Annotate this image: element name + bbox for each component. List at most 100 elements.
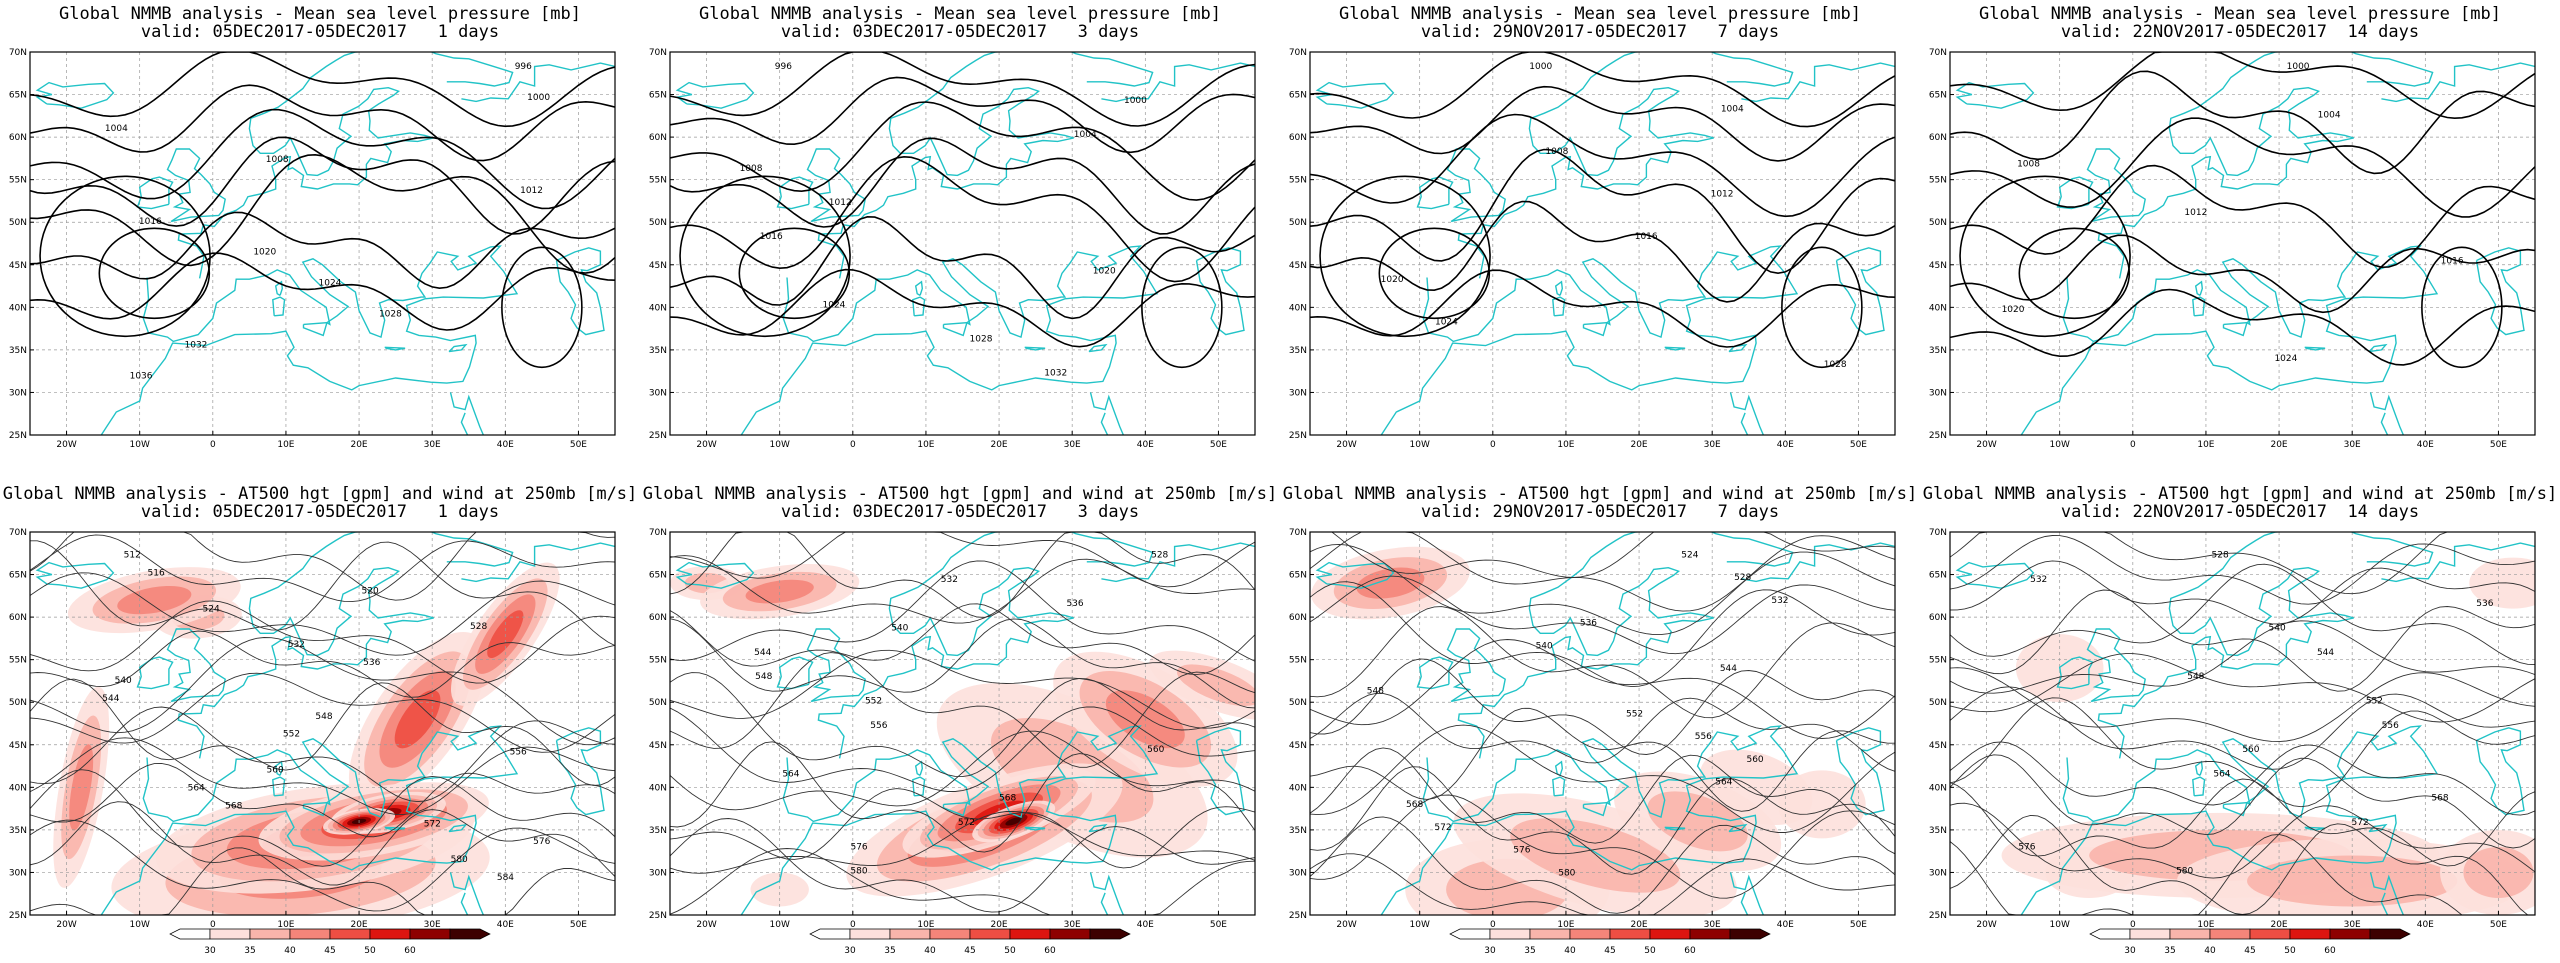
coastline (942, 321, 968, 337)
height-contour (670, 706, 1255, 792)
lon-tick-label: 30E (1064, 920, 1081, 930)
coastline (2020, 725, 2439, 915)
lon-tick-label: 50E (1850, 920, 1867, 930)
colorbar-swatch (2289, 928, 2331, 940)
lat-tick-label: 60N (1289, 133, 1307, 143)
height-label: 536 (1580, 619, 1597, 629)
isobar-label: 1020 (253, 248, 276, 258)
panel-valid-period: valid: 03DEC2017-05DEC2017 3 days (780, 22, 1140, 42)
isobar-label: 1000 (1529, 62, 1552, 72)
lat-tick-label: 25N (9, 911, 27, 921)
map: 1000 1004 1008 1012 1016 1020 1024 70N 65N 60N 55N… (1929, 48, 2536, 450)
coastline (2097, 52, 2354, 279)
panel-valid-period: valid: 22NOV2017-05DEC2017 14 days (2060, 22, 2420, 42)
height-contour (30, 572, 615, 656)
lon-tick-label: 10E (917, 440, 934, 450)
lon-tick-label: 20E (2270, 920, 2287, 930)
coastline (2056, 176, 2094, 210)
lat-tick-label: 35N (649, 346, 667, 356)
coastline (1741, 62, 1895, 103)
isobar (1950, 70, 2535, 175)
map-frame (669, 51, 1256, 436)
height-label: 560 (267, 766, 284, 776)
lat-tick-label: 25N (9, 431, 27, 441)
lat-tick-label: 60N (649, 133, 667, 143)
lat-tick-label: 45N (649, 261, 667, 271)
height-label: 544 (102, 694, 119, 704)
height-label: 584 (497, 873, 514, 883)
jet-speed-shading (750, 872, 809, 907)
height-contour (1310, 692, 1895, 772)
isobar (670, 155, 1255, 283)
lon-tick-label: 10W (1410, 920, 1430, 930)
colorbar-label: 35 (1524, 946, 1535, 956)
isobar (670, 101, 1255, 201)
lon-tick-label: 20E (350, 920, 367, 930)
jet-speed-shading (745, 579, 814, 604)
coastline (1100, 892, 1109, 915)
lat-tick-label: 60N (1289, 613, 1307, 623)
height-label: 572 (2352, 818, 2369, 828)
map-area: 996 1000 1004 1008 1012 1016 1020 1024 1028 1032 (670, 52, 1255, 435)
height-label: 580 (850, 867, 867, 877)
coastline (806, 148, 866, 223)
height-label: 532 (2030, 575, 2047, 585)
lon-tick-label: 10W (1410, 440, 1430, 450)
at500-panel: 528 532 536 540 544 548 552 556 560 564 568 572 576 5… (1920, 480, 2560, 960)
height-contour (1950, 741, 2535, 816)
coastline (1554, 280, 1564, 297)
colorbar-label: 45 (1604, 946, 1615, 956)
lon-tick-label: 20W (56, 440, 76, 450)
height-contour (1310, 606, 1895, 719)
coastline (1457, 52, 1714, 279)
colorbar-swatch (1609, 928, 1651, 940)
colorbar-swatch (1729, 928, 1771, 940)
isobar-label: 1020 (1093, 266, 1116, 276)
lat-tick-label: 50N (9, 218, 27, 228)
height-contour (30, 600, 615, 684)
coastline (1315, 81, 1395, 109)
height-label: 552 (865, 696, 882, 706)
coastline (942, 801, 968, 817)
lon-tick-label: 10W (770, 920, 790, 930)
lat-tick-label: 55N (1929, 176, 1947, 186)
lon-tick-label: 30E (1064, 440, 1081, 450)
coastline (914, 280, 924, 297)
coastline (1664, 826, 1686, 831)
colorbar-swatch (969, 928, 1011, 940)
height-label: 568 (2431, 794, 2448, 804)
height-contour (670, 618, 1255, 709)
lat-tick-label: 50N (9, 698, 27, 708)
coastline (1835, 727, 1885, 816)
wind-colorbar: 30 35 40 45 50 60 (2089, 928, 2411, 956)
colorbar-swatch (2209, 928, 2251, 940)
lat-tick-label: 40N (649, 783, 667, 793)
coastline (806, 628, 866, 703)
colorbar-label: 40 (2204, 946, 2216, 956)
coastline (384, 346, 406, 351)
height-contour (1310, 794, 1895, 899)
isobar-label: 1004 (2318, 111, 2341, 121)
coastline (1416, 176, 1454, 210)
lat-tick-label: 60N (9, 133, 27, 143)
isobar-label: 1012 (2184, 208, 2207, 218)
lat-tick-label: 50N (1929, 218, 1947, 228)
lat-tick-label: 55N (649, 656, 667, 666)
lat-tick-label: 45N (649, 741, 667, 751)
colorbar-label: 35 (884, 946, 895, 956)
lon-tick-label: 20E (990, 920, 1007, 930)
isobar (1310, 148, 1895, 275)
height-label: 540 (2269, 623, 2286, 633)
lon-tick-label: 30E (1704, 440, 1721, 450)
colorbar-swatch (1449, 928, 1491, 940)
height-label: 528 (1734, 573, 1751, 583)
panel-valid-period: valid: 29NOV2017-05DEC2017 7 days (1420, 22, 1780, 42)
lat-tick-label: 35N (1929, 826, 1947, 836)
isobar-label: 1032 (1044, 368, 1067, 378)
panel-title: Global NMMB analysis - Mean sea level pr… (59, 4, 581, 24)
isobar-label: 1000 (2287, 62, 2310, 72)
map: 996 1000 1004 1008 1012 1016 1020 1024 1028 1032 7… (649, 48, 1256, 450)
height-contour (30, 672, 615, 753)
lon-tick-label: 40E (1777, 920, 1794, 930)
map-frame (1949, 51, 2536, 436)
